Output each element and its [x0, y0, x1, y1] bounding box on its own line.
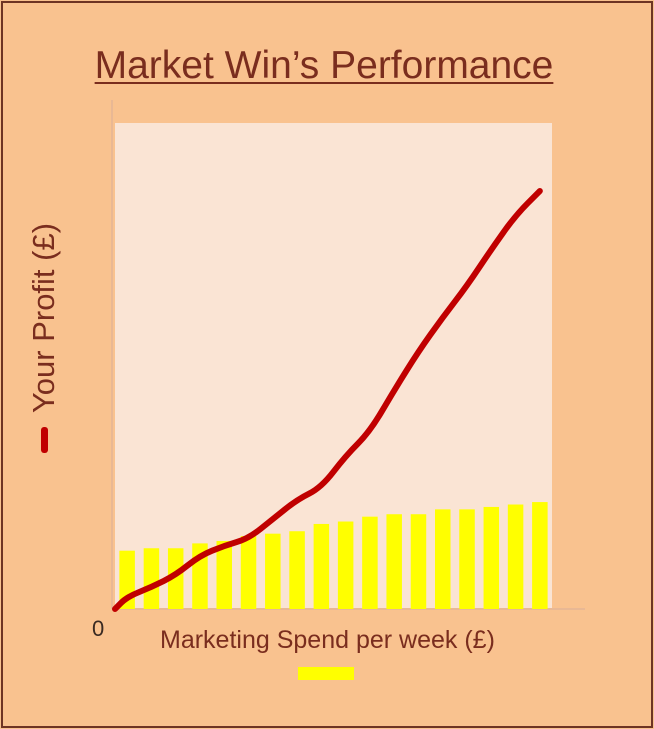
- bar: [435, 509, 451, 609]
- bar: [386, 514, 402, 609]
- bar: [410, 514, 427, 609]
- bar: [313, 523, 330, 609]
- chart-title: Market Win’s Performance: [94, 44, 554, 87]
- bar: [216, 540, 232, 609]
- bar: [483, 506, 500, 609]
- bar: [507, 504, 524, 609]
- profit-line: [112, 188, 543, 612]
- line-legend-key: [40, 427, 48, 454]
- bar: [362, 516, 378, 609]
- bar: [532, 502, 548, 609]
- x-axis-label: Marketing Spend per week (£): [160, 626, 495, 654]
- bar: [240, 536, 257, 609]
- bar: [167, 548, 184, 609]
- bar: [337, 521, 354, 609]
- bar: [459, 509, 475, 609]
- y-axis-label: Your Profit (£): [26, 222, 61, 414]
- bar: [143, 548, 160, 609]
- plot-area: [115, 123, 552, 609]
- bar: [289, 531, 305, 609]
- bar-legend-key: [298, 667, 354, 680]
- bar: [265, 533, 281, 609]
- origin-label: 0: [92, 616, 105, 641]
